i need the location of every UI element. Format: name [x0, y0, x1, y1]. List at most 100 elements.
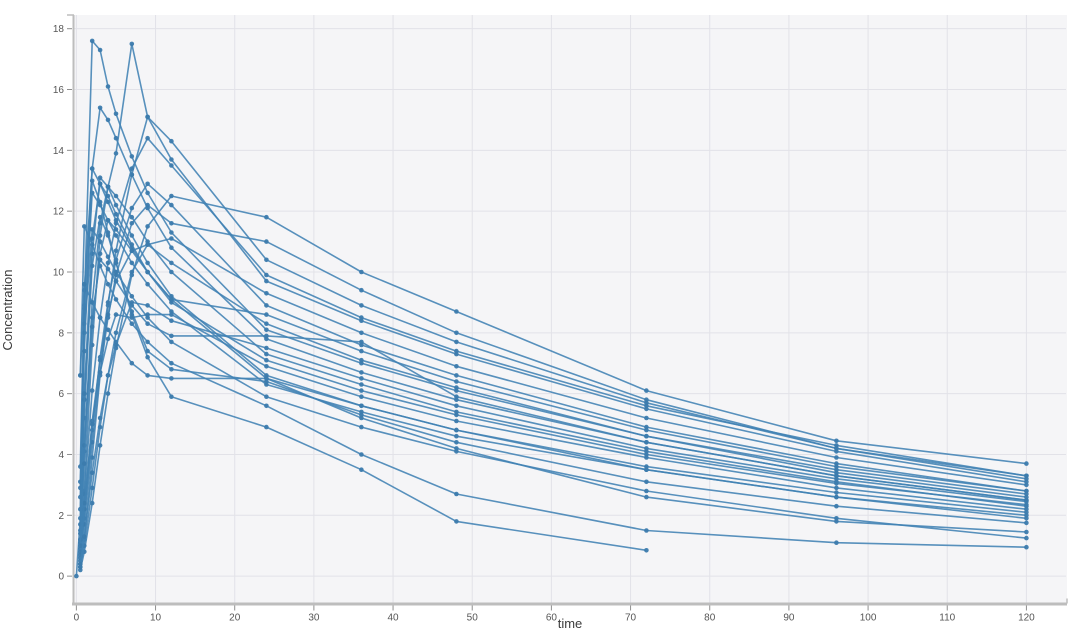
data-point-marker	[834, 490, 839, 495]
data-point-marker	[145, 242, 150, 247]
data-point-marker	[129, 233, 135, 238]
data-point-marker	[169, 376, 174, 381]
data-point-marker	[359, 452, 364, 457]
data-point-marker	[834, 481, 839, 486]
data-point-marker	[264, 327, 269, 333]
data-point-marker	[264, 303, 269, 308]
data-point-marker	[129, 294, 135, 299]
data-point-marker	[97, 199, 103, 205]
data-point-marker	[359, 424, 364, 430]
data-point-marker	[78, 543, 83, 548]
data-point-marker	[97, 443, 103, 448]
data-point-marker	[89, 324, 95, 330]
data-point-marker	[145, 373, 150, 378]
data-point-marker	[113, 248, 119, 253]
x-tick-label: 120	[1018, 613, 1035, 624]
data-point-marker	[454, 364, 459, 369]
data-point-marker	[169, 312, 174, 317]
data-point-marker	[113, 342, 119, 348]
data-point-marker	[264, 333, 269, 339]
data-point-marker	[97, 315, 103, 320]
data-point-marker	[113, 260, 119, 266]
axes	[67, 14, 1068, 611]
data-point-marker	[113, 330, 119, 336]
x-tick-label: 100	[860, 613, 877, 624]
data-point-marker	[97, 181, 103, 187]
data-point-marker	[169, 236, 174, 241]
y-tick-label: 10	[53, 267, 65, 278]
data-point-marker	[454, 519, 459, 524]
y-tick-label: 18	[53, 24, 65, 35]
data-point-marker	[113, 202, 119, 208]
data-point-marker	[113, 233, 119, 238]
data-point-marker	[359, 370, 364, 375]
data-point-marker	[105, 281, 111, 287]
data-point-marker	[454, 418, 459, 424]
data-point-marker	[264, 239, 269, 244]
data-point-marker	[359, 382, 364, 387]
data-point-marker	[359, 403, 364, 409]
data-point-marker	[169, 367, 174, 372]
data-point-marker	[1024, 461, 1029, 466]
data-point-marker	[454, 348, 459, 354]
y-tick-label: 8	[58, 328, 64, 339]
data-point-marker	[169, 297, 174, 302]
data-point-marker	[644, 433, 649, 439]
data-point-marker	[264, 424, 269, 430]
data-point-marker	[105, 254, 111, 260]
data-point-marker	[359, 357, 364, 363]
data-point-marker	[89, 236, 95, 241]
data-point-marker	[169, 339, 174, 345]
data-point-marker	[145, 190, 150, 196]
data-point-marker	[97, 370, 103, 375]
data-point-marker	[359, 348, 364, 354]
data-point-marker	[169, 360, 174, 366]
data-point-marker	[89, 166, 95, 171]
data-point-marker	[89, 388, 95, 393]
data-point-marker	[359, 303, 364, 308]
data-point-marker	[264, 321, 269, 327]
data-point-marker	[834, 540, 839, 545]
data-point-marker	[97, 214, 103, 220]
data-point-marker	[105, 300, 111, 305]
data-point-marker	[82, 461, 87, 466]
data-point-marker	[145, 281, 150, 287]
data-point-marker	[89, 178, 95, 184]
data-point-marker	[454, 373, 459, 378]
data-point-marker	[644, 464, 649, 469]
data-point-marker	[644, 488, 649, 494]
data-point-marker	[97, 175, 103, 180]
data-point-marker	[129, 154, 135, 159]
data-point-marker	[129, 166, 135, 171]
data-point-marker	[1024, 544, 1029, 550]
data-point-marker	[129, 214, 135, 220]
series-lines	[74, 38, 1029, 579]
data-point-marker	[264, 403, 269, 409]
y-tick-label: 2	[58, 511, 64, 522]
data-point-marker	[169, 230, 174, 235]
data-point-marker	[454, 394, 459, 400]
data-point-marker	[834, 516, 839, 521]
data-point-marker	[82, 281, 87, 287]
data-point-marker	[834, 438, 839, 444]
data-point-marker	[113, 227, 119, 232]
x-tick-label: 50	[467, 613, 479, 624]
data-point-marker	[113, 111, 119, 117]
data-point-marker	[105, 266, 111, 272]
data-point-marker	[264, 278, 269, 284]
data-point-marker	[1024, 510, 1029, 515]
data-point-marker	[1024, 535, 1029, 541]
x-axis-title: time	[558, 616, 583, 631]
data-point-marker	[113, 135, 119, 141]
data-point-marker	[644, 528, 649, 533]
data-point-marker	[169, 245, 174, 250]
y-tick-label: 0	[58, 572, 64, 583]
data-point-marker	[129, 360, 135, 366]
data-point-marker	[129, 269, 135, 275]
data-point-marker	[644, 548, 649, 553]
x-tick-label: 60	[546, 613, 558, 624]
data-point-marker	[359, 412, 364, 418]
data-point-marker	[644, 415, 649, 421]
data-point-marker	[644, 494, 649, 500]
